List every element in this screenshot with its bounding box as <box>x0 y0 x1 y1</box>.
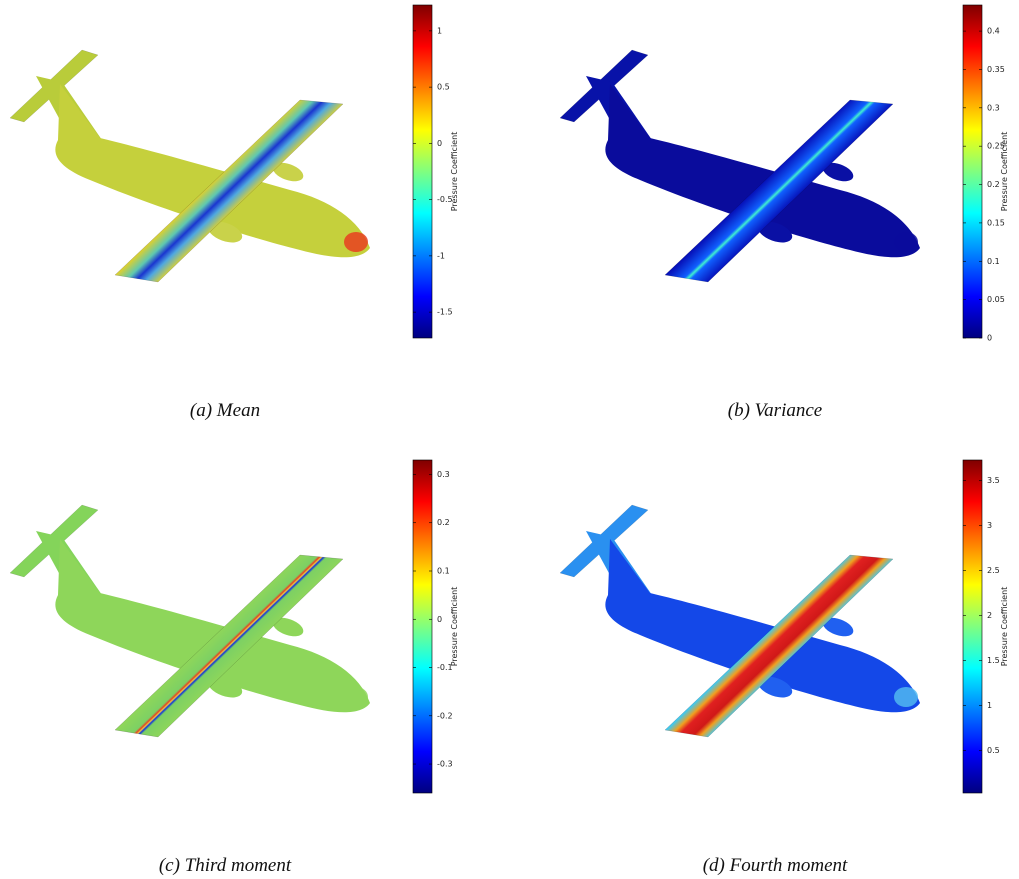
airplane-render <box>559 504 920 738</box>
colorbar-tick-label: -0.1 <box>437 663 453 672</box>
colorbar-tick-label: 0.4 <box>987 27 1000 36</box>
colorbar-tick-label: 0.15 <box>987 218 1005 227</box>
nose <box>344 687 368 707</box>
engine <box>272 617 304 637</box>
panel: 3.5 3 2.5 2 1.5 1 0.5 Pressure Coefficient (d) F… <box>559 459 1009 876</box>
colorbar-label: Pressure Coefficient <box>450 587 459 667</box>
wing <box>114 99 344 283</box>
colorbar <box>412 4 433 339</box>
airplane-render <box>9 504 370 738</box>
colorbar-label: Pressure Coefficient <box>1000 132 1009 212</box>
colorbar <box>962 4 983 339</box>
colorbar-tick-label: 0.35 <box>987 65 1005 74</box>
panel: 0.3 0.2 0.1 0 -0.1 -0.2 -0.3 Pressure Coefficie… <box>9 459 459 876</box>
engine <box>207 221 243 243</box>
colorbar <box>962 459 983 794</box>
fuselage <box>55 84 370 258</box>
airplane-render <box>559 49 920 283</box>
colorbar-tick-label: 2.5 <box>987 566 1000 575</box>
colorbar-tick-label: 3 <box>987 521 992 530</box>
nose <box>894 232 918 252</box>
panel: 0.4 0.35 0.3 0.25 0.2 0.15 0.1 0.05 0 Pressure Co… <box>559 4 1009 421</box>
colorbar-tick-label: -0.3 <box>437 760 453 769</box>
colorbar-label: Pressure Coefficient <box>1000 587 1009 667</box>
colorbar-tick-label: -1 <box>437 251 445 260</box>
colorbar-tick-label: 0.3 <box>437 470 450 479</box>
caption: (b) Variance <box>728 400 822 421</box>
colorbar-tick-label: 0.5 <box>437 83 450 92</box>
colorbar-tick-label: 3.5 <box>987 476 1000 485</box>
colorbar-tick-label: 0.1 <box>437 567 450 576</box>
caption: (c) Third moment <box>159 855 292 876</box>
wing <box>664 554 894 738</box>
nose <box>344 232 368 252</box>
colorbar-tick-label: 0.05 <box>987 295 1005 304</box>
colorbar-tick-label: 0.1 <box>987 257 1000 266</box>
colorbar-tick-label: 1 <box>437 26 442 35</box>
engine <box>822 617 854 637</box>
caption: (a) Mean <box>190 400 260 421</box>
colorbar-tick-label: 1.5 <box>987 656 1000 665</box>
colorbar-tick-label: -0.5 <box>437 195 453 204</box>
engine <box>757 221 793 243</box>
colorbar-tick-label: -0.2 <box>437 711 453 720</box>
caption: (d) Fourth moment <box>703 855 848 876</box>
colorbar-tick-label: 0.2 <box>987 180 1000 189</box>
engine <box>822 162 854 182</box>
colorbar-tick-label: -1.5 <box>437 308 453 317</box>
panel: 1 0.5 0 -0.5 -1 -1.5 Pressure Coefficient (a) M… <box>9 4 459 421</box>
fuselage <box>55 539 370 713</box>
engine <box>272 162 304 182</box>
engine <box>207 676 243 698</box>
engine <box>757 676 793 698</box>
nose <box>894 687 918 707</box>
wing <box>664 99 894 283</box>
colorbar-tick-label: 2 <box>987 611 992 620</box>
colorbar-tick-label: 0.25 <box>987 142 1005 151</box>
colorbar <box>412 459 433 794</box>
colorbar-tick-label: 0.2 <box>437 518 450 527</box>
colorbar-tick-label: 0.5 <box>987 746 1000 755</box>
fuselage <box>605 539 920 713</box>
colorbar-tick-label: 0 <box>987 334 992 343</box>
colorbar-label: Pressure Coefficient <box>450 132 459 212</box>
fuselage <box>605 84 920 258</box>
colorbar-tick-label: 1 <box>987 701 992 710</box>
wing <box>114 554 344 738</box>
colorbar-tick-label: 0 <box>437 615 442 624</box>
colorbar-tick-label: 0.3 <box>987 103 1000 112</box>
airplane-render <box>9 49 370 283</box>
colorbar-tick-label: 0 <box>437 139 442 148</box>
